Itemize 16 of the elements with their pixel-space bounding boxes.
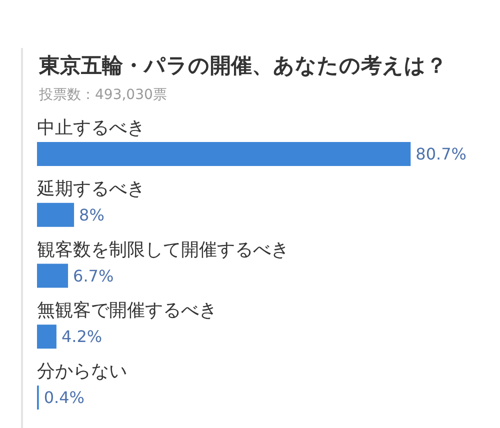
data-label: 6.7% [73,266,114,286]
y-tick-label: 中止するべき [37,117,145,138]
data-label: 8% [79,205,104,224]
y-tick-label: 観客数を制限して開催するべき [37,239,289,260]
bar [37,202,74,227]
bar [37,142,411,166]
y-tick-label: 延期するべき [36,178,145,200]
y-tick-label: 分からない [37,361,127,382]
bar [37,264,68,288]
y-tick-label: 無観客で開催するべき [37,300,217,322]
data-label: 4.2% [61,327,102,346]
chart-subtitle: 投票数：493,030票 [38,87,167,103]
chart-title: 東京五輪・パラの開催、あなたの考えは？ [38,54,447,78]
data-label: 0.4% [44,388,85,408]
data-label: 80.7% [416,144,466,164]
bar [37,324,56,349]
